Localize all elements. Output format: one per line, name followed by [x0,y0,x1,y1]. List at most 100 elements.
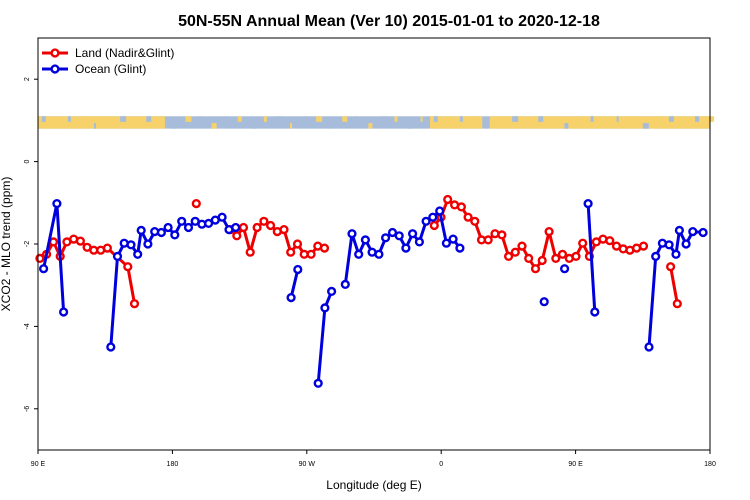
data-point [688,227,698,237]
data-point [177,216,187,226]
data-point [644,342,654,352]
series-line [586,203,597,313]
y-tick-label: 2 [24,77,31,81]
data-point [401,243,411,253]
series-land [35,194,682,309]
x-tick-label: 90 E [568,461,583,468]
coast-mark [355,116,358,122]
data-point [530,264,541,274]
coast-mark [342,116,348,122]
data-point [266,220,276,231]
data-point [463,212,473,222]
data-point [306,249,316,259]
data-point [559,264,570,274]
data-point [578,238,588,248]
coast-mark [407,123,413,129]
coast-mark [655,116,659,122]
data-point [394,231,404,241]
data-point [129,299,140,309]
data-point [414,237,425,247]
series-ocean [38,199,708,388]
data-point [133,249,143,259]
coast-mark [133,123,137,129]
x-axis: 90 E 180 90 W 0 90 E 180 [31,450,716,468]
data-point [360,235,371,245]
y-tick-label: 0 [24,160,31,164]
data-point [583,199,593,209]
data-point [429,220,439,231]
coast-mark [590,116,594,122]
data-point [259,216,269,226]
coast-mark [368,123,373,129]
coast-mark [54,123,61,129]
coast-mark [668,116,674,122]
data-point [136,225,146,236]
coast-mark [708,116,715,122]
y-tick-label: -2 [24,241,31,247]
coast-mark [381,116,388,122]
data-point [126,240,136,250]
data-point [544,227,554,237]
data-point [347,229,357,239]
coast-mark [185,116,192,122]
data-point [590,307,600,317]
data-point [374,249,384,259]
data-point [456,202,467,212]
coast-mark [486,123,488,129]
data-point [435,206,445,216]
coast-mark [577,116,584,122]
data-point [279,225,289,235]
data-point [448,234,458,244]
data-point [428,212,438,222]
coast-mark [629,116,634,122]
data-point [217,212,227,222]
coast-mark [198,116,202,122]
data-point [327,286,337,297]
coast-mark [250,123,257,129]
coast-mark [290,123,292,129]
data-point [490,229,500,239]
data-point [483,235,493,245]
coast-mark [446,123,453,129]
data-point [455,243,465,253]
data-point [664,240,674,250]
land-band [430,116,483,129]
coast-mark [695,116,700,122]
y-axis: -6 -4 -2 0 2 [24,77,38,412]
coast-mark [642,123,649,129]
data-point [557,249,568,259]
data-point [52,199,62,209]
series-line [42,202,66,313]
data-point [497,230,507,240]
data-point [681,239,691,249]
x-tick-label: 90 E [31,461,46,468]
legend-label: Land (Nadir&Glint) [75,46,174,60]
data-point [286,247,296,257]
coast-mark [420,116,423,122]
data-point [106,342,116,352]
data-point [665,262,676,272]
x-tick-label: 90 W [299,461,316,468]
coast-mark [564,123,569,129]
x-tick-label: 180 [167,461,179,468]
coast-mark [41,116,46,122]
data-point [170,230,180,240]
data-point [183,222,194,233]
data-point [638,241,649,251]
coast-mark [499,116,504,122]
data-point [231,222,241,233]
data-point [320,303,330,313]
data-point [443,194,453,205]
legend-swatch-marker [50,64,60,74]
land-band [489,116,710,129]
data-point [470,216,480,226]
data-point [191,199,201,209]
coast-mark [603,123,609,129]
series-line [289,269,300,298]
chart-title: 50N-55N Annual Mean (Ver 10) 2015-01-01 … [178,13,600,30]
data-point [539,297,549,307]
legend-label: Ocean (Glint) [75,62,146,76]
data-point [286,293,296,303]
data-point [238,222,249,233]
